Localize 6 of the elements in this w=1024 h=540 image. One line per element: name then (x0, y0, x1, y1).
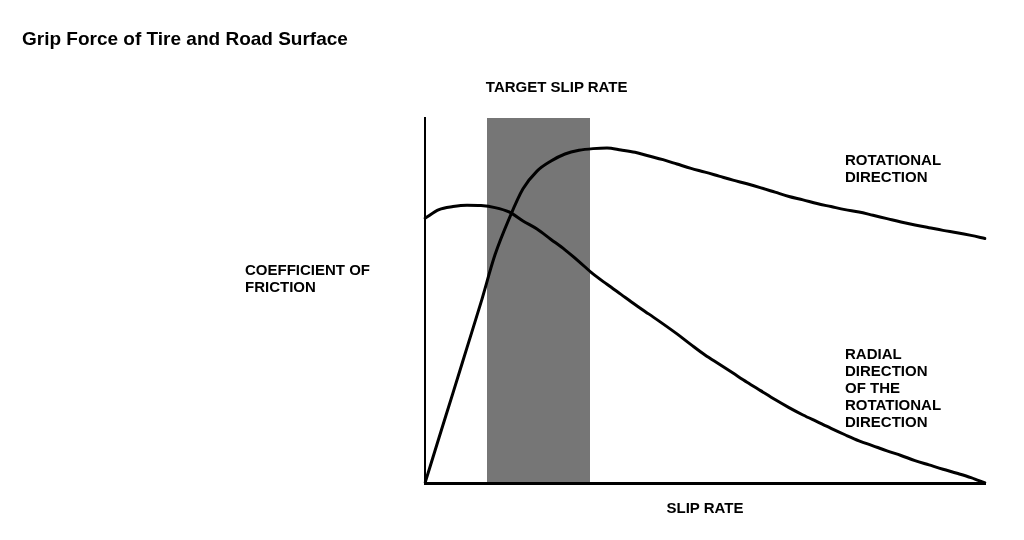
text: TARGET SLIP RATE (485, 77, 628, 95)
x-axis-title: SLIP RATE (666, 499, 744, 517)
series-label: ROTATIONAL DIRECTION (845, 151, 942, 186)
text: Grip Force of Tire and Road Surface (22, 27, 348, 49)
y-axis-title: COEFFICIENT OF FRICTION (245, 260, 370, 295)
series-label: RADIAL DIRECTION OF THE ROTATIONAL DIRECTION (845, 345, 942, 430)
